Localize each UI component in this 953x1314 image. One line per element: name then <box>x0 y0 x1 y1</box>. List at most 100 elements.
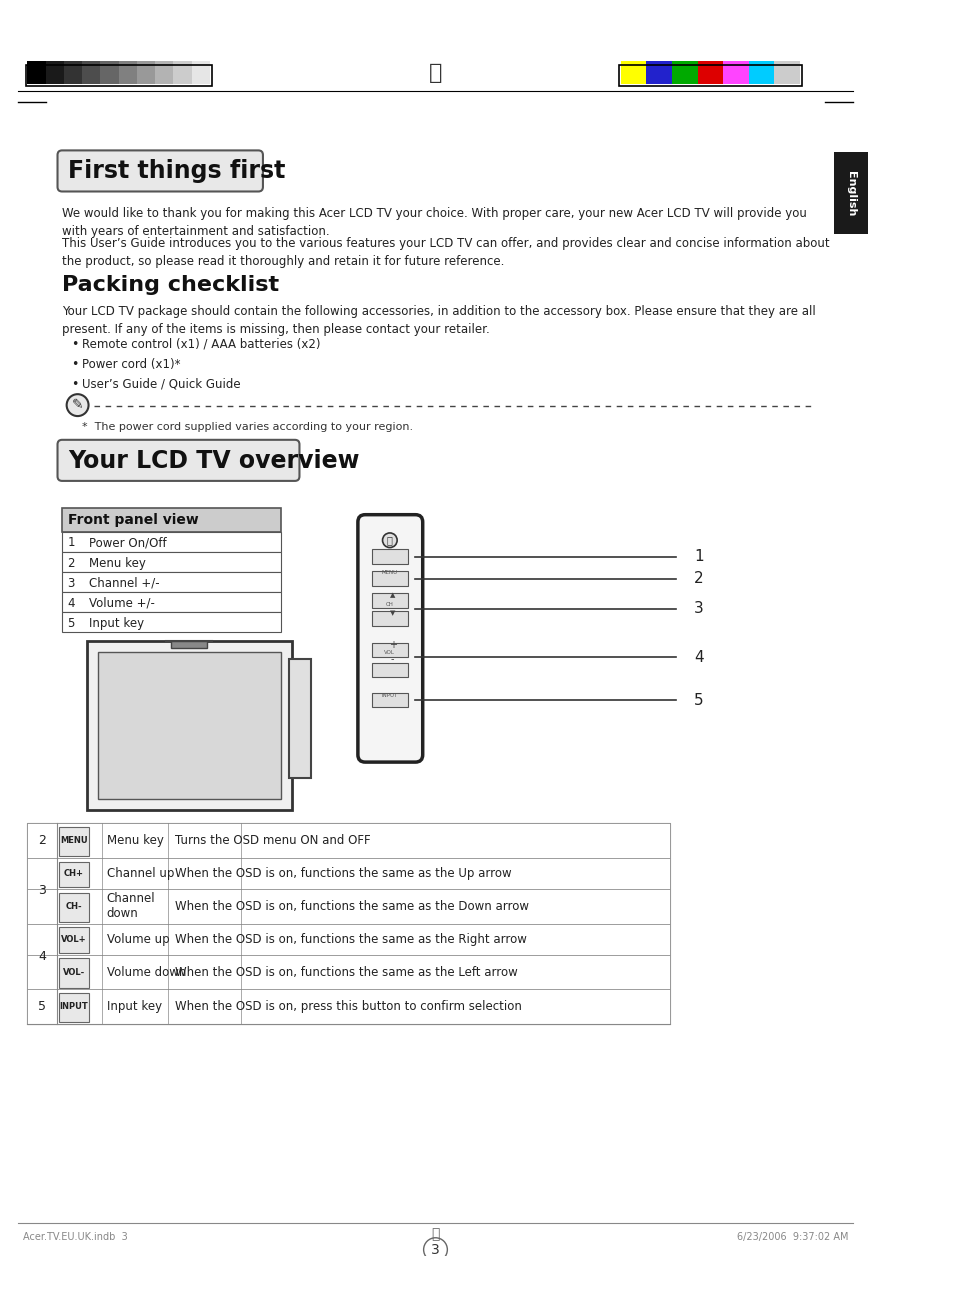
Text: Channel up: Channel up <box>107 867 174 880</box>
Text: Packing checklist: Packing checklist <box>62 276 279 296</box>
Bar <box>62 532 281 552</box>
Text: INPUT: INPUT <box>59 1003 89 1012</box>
Text: ⌖: ⌖ <box>431 1227 439 1242</box>
Text: Remote control (x1) / AAA batteries (x2): Remote control (x1) / AAA batteries (x2) <box>82 338 320 351</box>
Bar <box>28 824 669 858</box>
Text: Your LCD TV package should contain the following accessories, in addition to the: Your LCD TV package should contain the f… <box>62 305 815 335</box>
Text: 4: 4 <box>38 950 46 963</box>
Text: When the OSD is on, functions the same as the Up arrow: When the OSD is on, functions the same a… <box>175 867 512 880</box>
Text: MENU: MENU <box>60 836 88 845</box>
Text: INPUT: INPUT <box>381 692 397 698</box>
Text: Power cord (x1)*: Power cord (x1)* <box>82 357 180 371</box>
Bar <box>87 641 292 809</box>
Bar <box>671 60 697 84</box>
Text: Turns the OSD menu ON and OFF: Turns the OSD menu ON and OFF <box>175 834 371 848</box>
FancyBboxPatch shape <box>59 892 89 922</box>
Bar <box>28 989 669 1024</box>
Bar <box>100 60 118 84</box>
Bar <box>372 692 408 707</box>
Bar <box>620 60 646 84</box>
Bar <box>288 658 311 778</box>
Text: 4: 4 <box>693 649 702 665</box>
Text: 6/23/2006  9:37:02 AM: 6/23/2006 9:37:02 AM <box>736 1231 847 1242</box>
Bar <box>62 552 281 572</box>
Bar <box>618 66 801 85</box>
Text: 5: 5 <box>693 692 702 707</box>
Text: -: - <box>391 654 394 664</box>
Text: First things first: First things first <box>69 159 286 184</box>
Bar <box>372 549 408 564</box>
Circle shape <box>382 533 396 548</box>
FancyBboxPatch shape <box>59 827 89 857</box>
Text: *  The power cord supplied varies according to your region.: * The power cord supplied varies accordi… <box>82 422 413 431</box>
Text: 3: 3 <box>693 602 703 616</box>
Text: 2: 2 <box>38 834 46 848</box>
FancyBboxPatch shape <box>59 862 89 887</box>
Text: Volume down: Volume down <box>107 966 186 979</box>
Bar <box>97 652 281 799</box>
Bar <box>28 890 669 924</box>
Bar <box>62 572 281 593</box>
Text: •: • <box>71 377 78 390</box>
Text: ▲: ▲ <box>390 593 395 598</box>
Text: 1: 1 <box>693 549 702 564</box>
Text: 4: 4 <box>68 597 75 610</box>
Bar <box>372 572 408 586</box>
Text: CH+: CH+ <box>64 869 84 878</box>
Bar <box>646 60 671 84</box>
Text: Power On/Off: Power On/Off <box>90 536 167 549</box>
Text: ✎: ✎ <box>71 398 83 413</box>
FancyBboxPatch shape <box>57 150 263 192</box>
Bar <box>372 611 408 625</box>
Text: 2: 2 <box>68 557 75 569</box>
Bar <box>62 612 281 632</box>
FancyBboxPatch shape <box>833 152 867 234</box>
Text: When the OSD is on, functions the same as the Left arrow: When the OSD is on, functions the same a… <box>175 966 517 979</box>
Text: When the OSD is on, functions the same as the Right arrow: When the OSD is on, functions the same a… <box>175 933 527 946</box>
Text: Volume +/-: Volume +/- <box>90 597 155 610</box>
Text: +: + <box>388 640 396 650</box>
Bar <box>722 60 748 84</box>
Text: 3: 3 <box>68 577 75 590</box>
FancyBboxPatch shape <box>59 993 89 1022</box>
Text: We would like to thank you for making this Acer LCD TV your choice. With proper : We would like to thank you for making th… <box>62 208 806 238</box>
Text: 5: 5 <box>38 1000 46 1013</box>
FancyBboxPatch shape <box>59 958 89 988</box>
FancyBboxPatch shape <box>57 440 299 481</box>
Text: When the OSD is on, functions the same as the Down arrow: When the OSD is on, functions the same a… <box>175 900 529 913</box>
Bar <box>64 60 82 84</box>
Text: ⏻: ⏻ <box>387 535 393 545</box>
Bar <box>774 60 799 84</box>
Bar <box>372 593 408 608</box>
Bar <box>82 60 100 84</box>
Text: Front panel view: Front panel view <box>68 514 198 527</box>
Bar <box>118 60 137 84</box>
Bar <box>62 509 281 532</box>
Text: User’s Guide / Quick Guide: User’s Guide / Quick Guide <box>82 377 240 390</box>
Circle shape <box>67 394 89 417</box>
Bar <box>137 60 155 84</box>
Text: Input key: Input key <box>107 1000 162 1013</box>
Text: •: • <box>71 338 78 351</box>
Bar <box>28 60 46 84</box>
Text: ⌖: ⌖ <box>428 63 441 83</box>
Bar <box>155 60 173 84</box>
Circle shape <box>423 1238 447 1261</box>
Text: This User’s Guide introduces you to the various features your LCD TV can offer, : This User’s Guide introduces you to the … <box>62 237 829 268</box>
Text: VOL-: VOL- <box>63 967 85 976</box>
Text: 3: 3 <box>38 884 46 897</box>
Text: Input key: Input key <box>90 616 145 629</box>
Text: VOL: VOL <box>384 650 395 656</box>
Text: 2: 2 <box>693 572 702 586</box>
Text: Menu key: Menu key <box>107 834 164 848</box>
Text: Acer.TV.EU.UK.indb  3: Acer.TV.EU.UK.indb 3 <box>23 1231 128 1242</box>
Text: 5: 5 <box>68 616 75 629</box>
Bar <box>28 924 669 955</box>
Text: Channel +/-: Channel +/- <box>90 577 160 590</box>
FancyBboxPatch shape <box>59 928 89 953</box>
Text: Menu key: Menu key <box>90 557 146 569</box>
Bar <box>173 60 192 84</box>
Text: MENU: MENU <box>381 570 397 574</box>
Bar <box>28 955 669 989</box>
Bar <box>748 60 774 84</box>
